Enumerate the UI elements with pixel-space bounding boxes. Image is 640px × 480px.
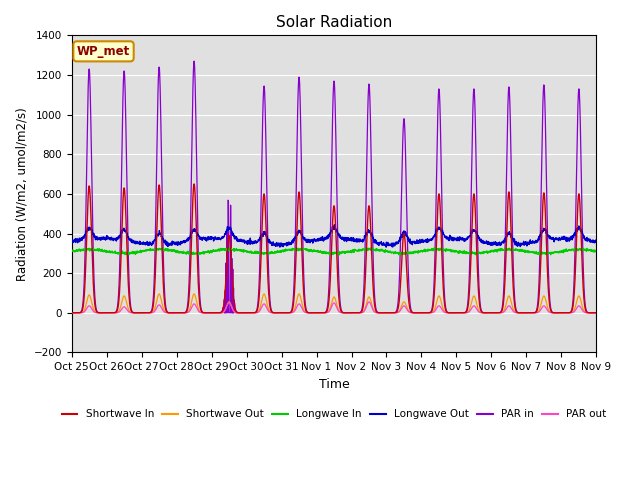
Text: WP_met: WP_met — [77, 45, 130, 58]
Legend: Shortwave In, Shortwave Out, Longwave In, Longwave Out, PAR in, PAR out: Shortwave In, Shortwave Out, Longwave In… — [58, 405, 611, 423]
Title: Solar Radiation: Solar Radiation — [276, 15, 392, 30]
Y-axis label: Radiation (W/m2, umol/m2/s): Radiation (W/m2, umol/m2/s) — [15, 107, 28, 281]
X-axis label: Time: Time — [319, 378, 349, 391]
